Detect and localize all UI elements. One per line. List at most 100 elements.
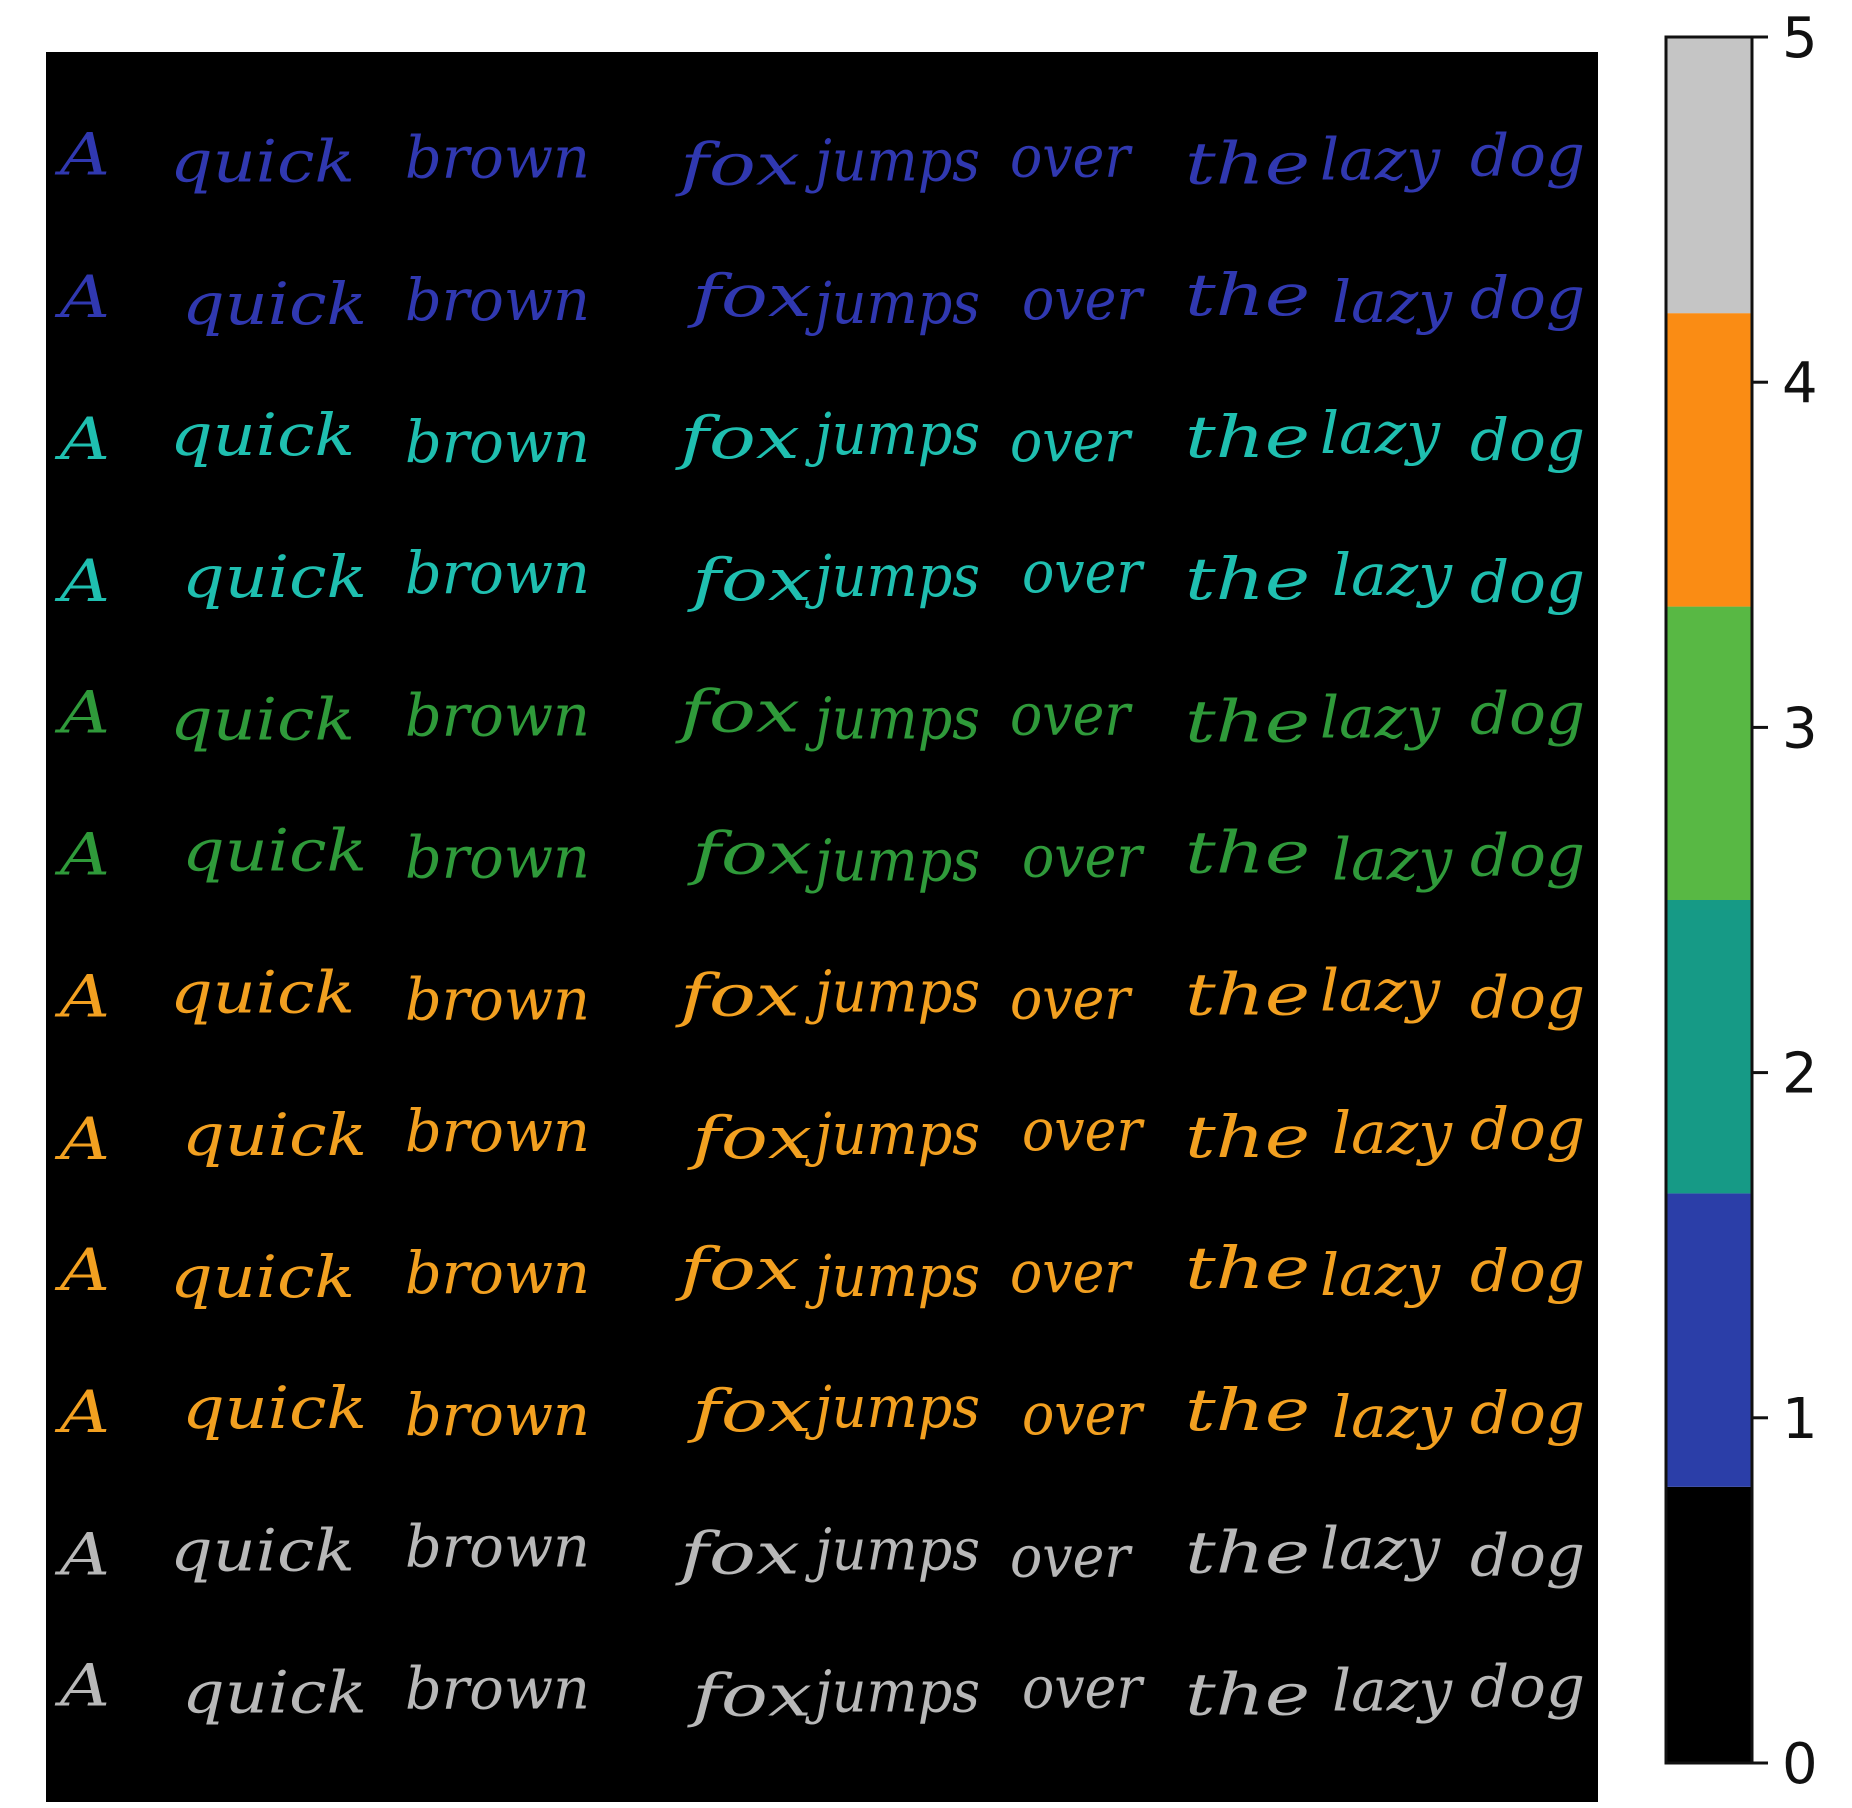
row-word: fox	[687, 819, 812, 887]
row-word: fox	[675, 1235, 800, 1303]
row-word: lazy	[1320, 126, 1441, 194]
row-word: brown	[405, 1512, 590, 1580]
row-word: A	[54, 547, 110, 615]
row-word: fox	[687, 546, 812, 614]
row-word: lazy	[1320, 957, 1441, 1025]
row-word: lazy	[1320, 1514, 1441, 1582]
colorbar-band	[1666, 313, 1752, 607]
row-word: dog	[1470, 821, 1585, 889]
row-word: brown	[405, 1097, 590, 1165]
row-word: dog	[1470, 1095, 1585, 1163]
row-word: the	[1185, 130, 1310, 198]
row-word: brown	[405, 1239, 590, 1307]
colorbar-band	[1666, 1486, 1752, 1763]
row-word: dog	[1470, 1379, 1585, 1447]
row-word: dog	[1470, 122, 1585, 190]
row-word: lazy	[1332, 268, 1453, 336]
colorbar-tick-label: 1	[1782, 1387, 1818, 1452]
row-word: the	[1185, 261, 1310, 329]
row-word: quick	[170, 959, 355, 1027]
row-word: jumps	[805, 269, 980, 337]
row-word: jumps	[805, 127, 980, 195]
colorbar-tick-label: 2	[1782, 1042, 1818, 1107]
row-word: jumps	[805, 958, 980, 1026]
row-word: over	[1022, 265, 1145, 333]
row-word: the	[1185, 1376, 1310, 1444]
row-word: fox	[687, 262, 812, 330]
row-word: quick	[182, 543, 367, 611]
colorbar-band	[1666, 900, 1752, 1194]
colorbar-band	[1666, 1193, 1752, 1487]
row-word: the	[1185, 545, 1310, 613]
row-word: dog	[1470, 406, 1585, 474]
row-word: brown	[405, 539, 590, 607]
row-word: A	[54, 963, 110, 1031]
colorbar-band	[1666, 606, 1752, 900]
row-word: jumps	[805, 1657, 980, 1725]
row-word: lazy	[1332, 1099, 1453, 1167]
colorbar-tick-label: 4	[1782, 351, 1818, 416]
row-word: fox	[675, 131, 800, 199]
row-word: A	[54, 678, 110, 746]
row-word: jumps	[805, 1242, 980, 1310]
row-word: the	[1185, 1660, 1310, 1728]
row-word: dog	[1470, 1521, 1585, 1589]
colorbar-tick-label: 3	[1782, 696, 1818, 761]
row-word: over	[1010, 1522, 1133, 1590]
row-word: over	[1010, 123, 1133, 191]
row-word: lazy	[1320, 399, 1441, 467]
row-word: lazy	[1332, 541, 1453, 609]
row-word: over	[1022, 1096, 1145, 1164]
row-word: quick	[182, 270, 367, 338]
row-word: quick	[170, 1516, 355, 1584]
row-word: over	[1010, 407, 1133, 475]
colorbar: 0 1 2 3 4 5	[1664, 6, 1818, 1797]
row-word: over	[1022, 822, 1145, 890]
row-word: fox	[675, 1519, 800, 1587]
row-word: over	[1022, 1653, 1145, 1721]
row-word: fox	[687, 1661, 812, 1729]
row-word: dog	[1470, 548, 1585, 616]
row-word: brown	[405, 681, 590, 749]
row-word: brown	[405, 124, 590, 192]
row-word: jumps	[805, 1373, 980, 1441]
row-word: quick	[182, 1658, 367, 1726]
row-word: the	[1185, 1103, 1310, 1171]
row-word: brown	[405, 966, 590, 1034]
row-word: A	[54, 820, 110, 888]
row-word: the	[1185, 1518, 1310, 1586]
row-word: over	[1010, 1238, 1133, 1306]
row-word: jumps	[805, 826, 980, 894]
row-word: quick	[182, 816, 367, 884]
colorbar-band	[1666, 37, 1752, 314]
row-word: A	[54, 121, 110, 189]
row-word: jumps	[805, 1515, 980, 1583]
row-word: over	[1022, 538, 1145, 606]
row-word: A	[54, 263, 110, 331]
colorbar-frame	[1664, 35, 1754, 1765]
row-word: the	[1185, 961, 1310, 1029]
row-word: lazy	[1332, 825, 1453, 893]
row-word: brown	[405, 823, 590, 891]
row-word: lazy	[1332, 1383, 1453, 1451]
row-word: the	[1185, 403, 1310, 471]
row-word: jumps	[805, 542, 980, 610]
heatmap-background	[46, 52, 1598, 1802]
row-word: jumps	[805, 684, 980, 752]
row-word: brown	[405, 1381, 590, 1449]
row-word: lazy	[1320, 1241, 1441, 1309]
row-word: A	[54, 1105, 110, 1173]
row-word: fox	[687, 1104, 812, 1172]
row-word: A	[54, 405, 110, 473]
row-word: A	[54, 1236, 110, 1304]
row-word: quick	[170, 401, 355, 469]
